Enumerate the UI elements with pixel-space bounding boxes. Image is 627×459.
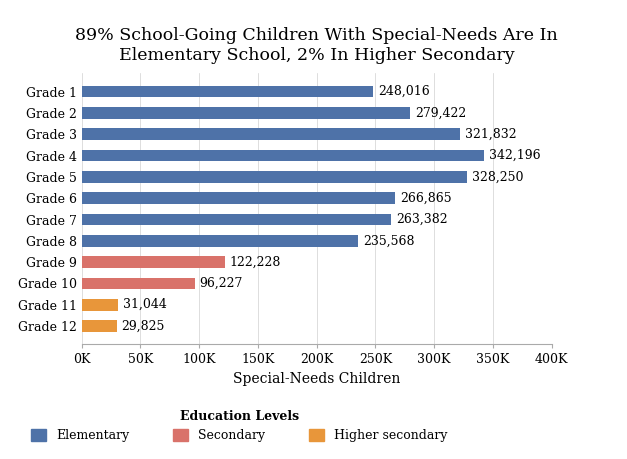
Bar: [82, 129, 460, 140]
Text: 279,422: 279,422: [414, 106, 466, 119]
Bar: [82, 86, 373, 97]
Text: 235,568: 235,568: [363, 234, 414, 247]
Text: 321,832: 321,832: [465, 128, 516, 141]
Bar: [82, 107, 410, 119]
X-axis label: Special-Needs Children: Special-Needs Children: [233, 372, 400, 386]
Text: 263,382: 263,382: [396, 213, 448, 226]
Bar: [82, 278, 194, 289]
Text: 266,865: 266,865: [400, 192, 451, 205]
Text: 29,825: 29,825: [121, 319, 165, 333]
Text: 328,250: 328,250: [472, 170, 524, 184]
Text: 122,228: 122,228: [230, 256, 282, 269]
Bar: [82, 213, 391, 225]
Text: 96,227: 96,227: [199, 277, 243, 290]
Text: 248,016: 248,016: [378, 85, 429, 98]
Bar: [82, 256, 225, 268]
Text: 342,196: 342,196: [488, 149, 540, 162]
Bar: [82, 320, 117, 332]
Bar: [82, 235, 359, 246]
Text: 31,044: 31,044: [123, 298, 167, 311]
Legend: Elementary, Secondary, Higher secondary: Elementary, Secondary, Higher secondary: [31, 410, 448, 442]
Bar: [82, 171, 467, 183]
Bar: [82, 192, 395, 204]
Bar: [82, 150, 484, 162]
Title: 89% School-Going Children With Special-Needs Are In
Elementary School, 2% In Hig: 89% School-Going Children With Special-N…: [75, 27, 558, 63]
Bar: [82, 299, 118, 311]
